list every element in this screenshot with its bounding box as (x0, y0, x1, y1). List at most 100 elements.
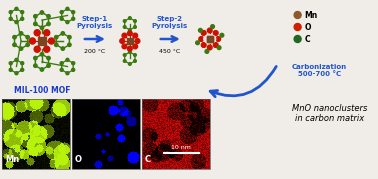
Circle shape (21, 11, 24, 14)
Bar (72, 99, 140, 169)
Circle shape (135, 39, 140, 43)
Circle shape (43, 30, 50, 36)
Text: MnO nanoclusters
in carbon matrix: MnO nanoclusters in carbon matrix (292, 104, 367, 123)
Circle shape (21, 17, 24, 20)
Circle shape (220, 33, 224, 37)
Circle shape (120, 39, 125, 43)
Bar (142, 99, 210, 169)
Circle shape (40, 11, 43, 14)
Circle shape (123, 60, 126, 62)
Circle shape (19, 47, 23, 50)
Text: O: O (305, 23, 311, 32)
Circle shape (122, 33, 127, 38)
Circle shape (196, 41, 200, 45)
Circle shape (34, 46, 40, 52)
Circle shape (129, 51, 131, 53)
Text: Mn: Mn (305, 11, 318, 20)
Circle shape (133, 33, 138, 38)
Circle shape (60, 17, 63, 20)
Circle shape (54, 35, 58, 39)
Circle shape (294, 35, 301, 42)
Circle shape (61, 47, 65, 50)
Bar (207, 39, 209, 42)
Bar (130, 38, 133, 41)
Circle shape (29, 38, 36, 44)
Circle shape (68, 43, 71, 47)
Circle shape (294, 23, 301, 30)
Circle shape (40, 26, 43, 29)
Circle shape (127, 31, 132, 36)
Circle shape (123, 54, 126, 56)
Circle shape (72, 62, 75, 65)
Circle shape (13, 43, 16, 47)
Circle shape (122, 44, 127, 49)
Text: 10 nm: 10 nm (171, 145, 191, 150)
Text: 200 °C: 200 °C (84, 49, 105, 54)
Circle shape (72, 11, 75, 14)
Bar (210, 39, 213, 42)
Circle shape (15, 58, 18, 61)
Circle shape (123, 26, 126, 28)
Circle shape (47, 15, 50, 18)
Ellipse shape (204, 35, 216, 43)
Circle shape (61, 32, 65, 35)
Bar (2, 99, 70, 169)
Circle shape (47, 56, 50, 60)
Circle shape (201, 43, 206, 47)
Circle shape (68, 35, 71, 39)
Text: Carbonization
500-700 °C: Carbonization 500-700 °C (292, 64, 347, 77)
FancyArrowPatch shape (210, 66, 276, 97)
Circle shape (66, 58, 69, 61)
Bar (210, 36, 213, 39)
Circle shape (129, 63, 131, 65)
Bar (207, 36, 209, 39)
Bar (127, 38, 130, 41)
Bar (207, 39, 209, 42)
Circle shape (40, 68, 43, 71)
Circle shape (198, 28, 202, 32)
Circle shape (133, 20, 136, 22)
Circle shape (40, 53, 43, 56)
Text: 450 °C: 450 °C (159, 49, 180, 54)
Circle shape (213, 43, 218, 47)
Circle shape (60, 68, 63, 71)
Circle shape (217, 46, 221, 50)
Bar (38, 41, 42, 45)
Circle shape (34, 15, 37, 18)
Circle shape (26, 43, 29, 47)
Bar (42, 41, 46, 45)
Circle shape (129, 29, 131, 31)
Circle shape (34, 56, 37, 60)
Circle shape (127, 46, 132, 51)
Bar (127, 41, 130, 44)
Circle shape (133, 26, 136, 28)
Circle shape (199, 37, 204, 41)
Circle shape (72, 17, 75, 20)
Circle shape (211, 25, 214, 28)
Circle shape (66, 21, 69, 24)
Circle shape (15, 21, 18, 24)
Circle shape (54, 43, 58, 47)
Text: MIL-100 MOF: MIL-100 MOF (14, 86, 70, 95)
Circle shape (15, 7, 18, 10)
Circle shape (133, 60, 136, 62)
Circle shape (47, 64, 50, 67)
Circle shape (133, 54, 136, 56)
Circle shape (205, 50, 209, 53)
Circle shape (47, 22, 50, 26)
Circle shape (129, 17, 131, 19)
Circle shape (43, 46, 50, 52)
Bar (130, 41, 133, 44)
Circle shape (9, 68, 12, 71)
Circle shape (9, 17, 12, 20)
Bar (210, 39, 213, 42)
Bar (207, 36, 209, 39)
Circle shape (72, 68, 75, 71)
Text: C: C (305, 35, 310, 43)
Circle shape (66, 7, 69, 10)
Circle shape (9, 11, 12, 14)
Circle shape (26, 35, 29, 39)
Circle shape (294, 11, 301, 18)
Circle shape (66, 72, 69, 75)
Text: Step-2
Pyrolysis: Step-2 Pyrolysis (152, 16, 188, 29)
